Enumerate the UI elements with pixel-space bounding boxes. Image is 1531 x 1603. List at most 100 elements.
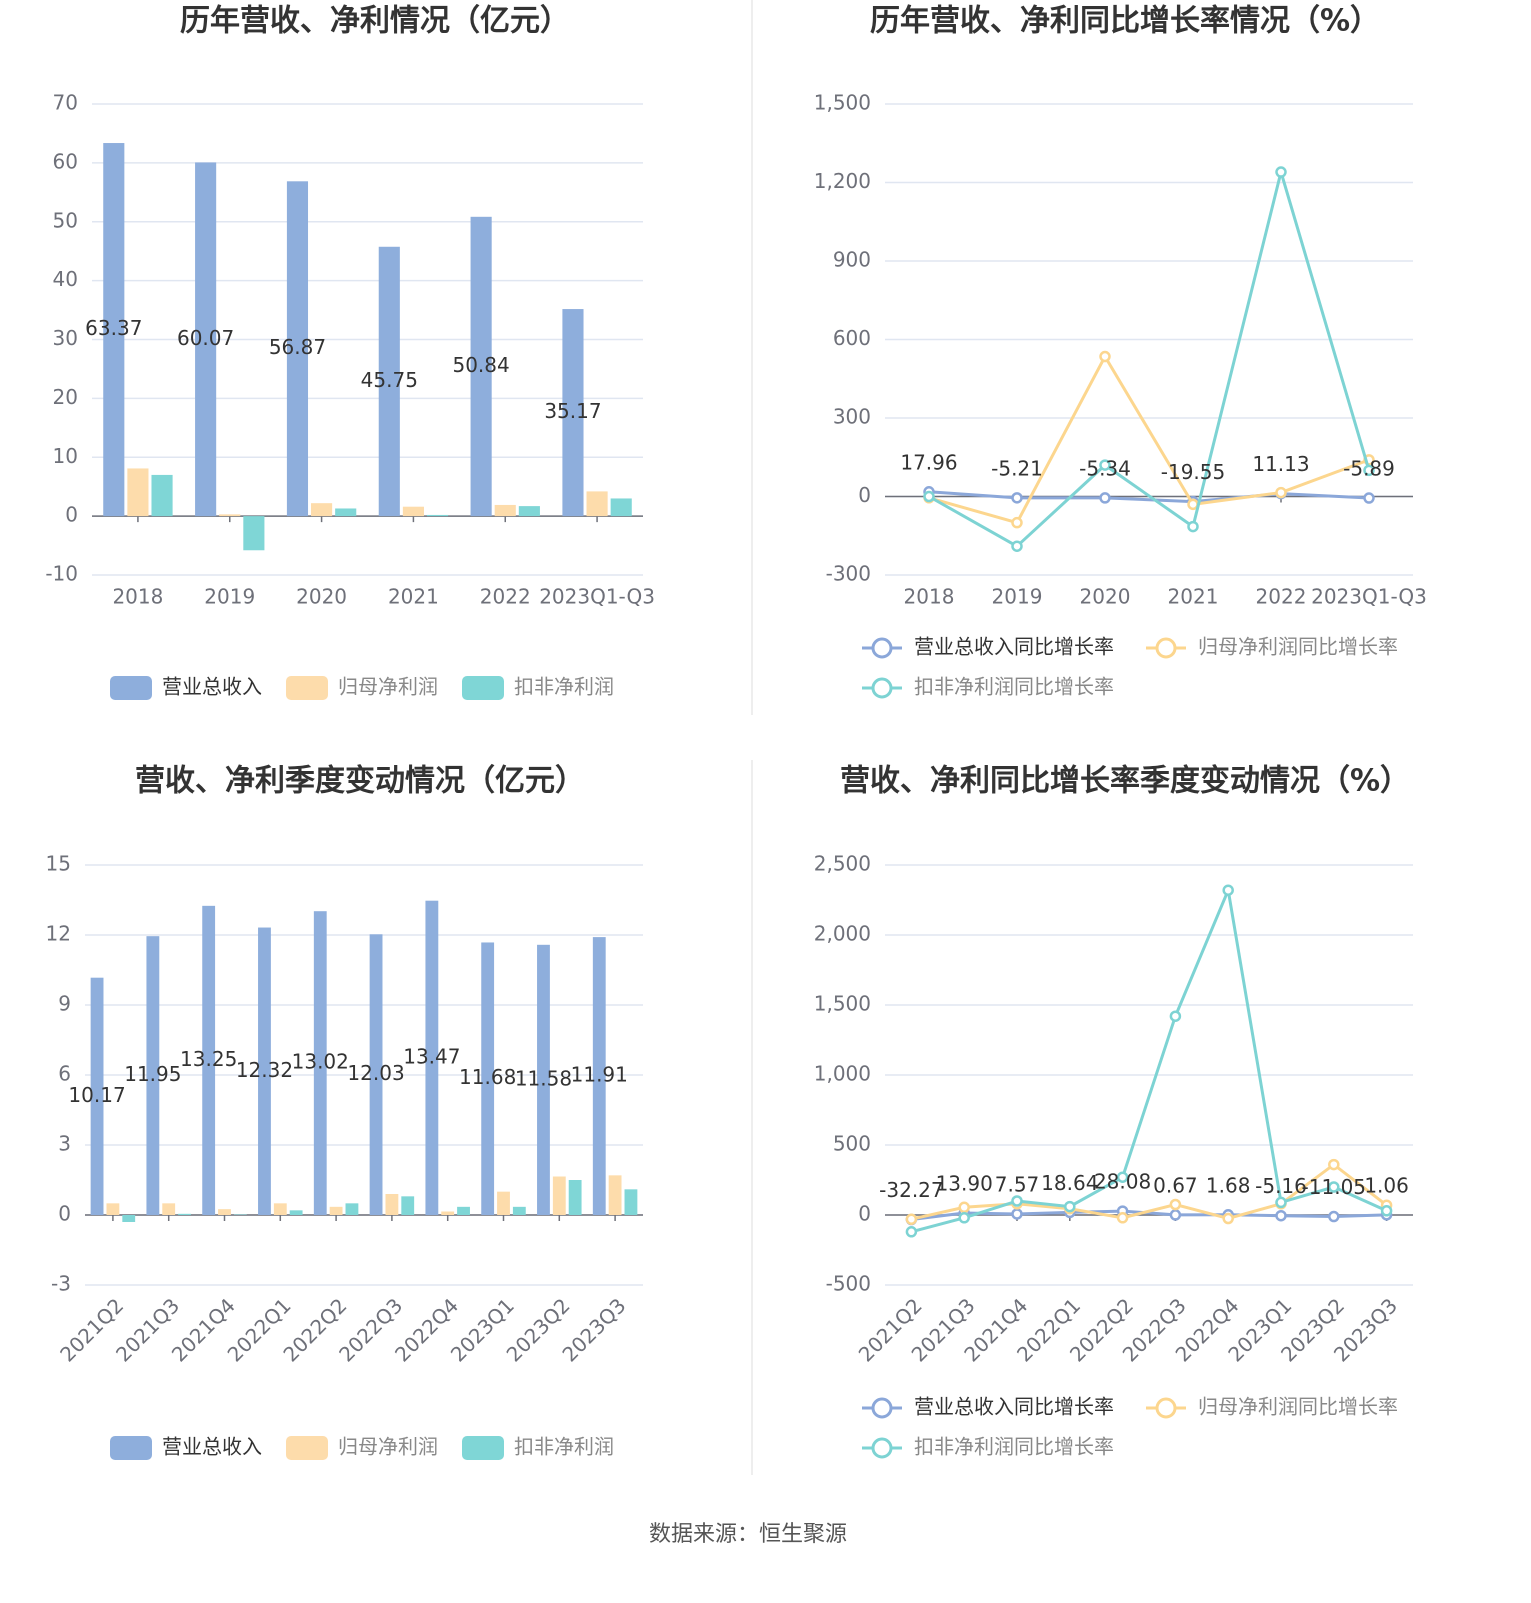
data-label: 18.64 xyxy=(1041,1171,1098,1195)
point xyxy=(1275,1196,1287,1209)
data-label: -5.34 xyxy=(1079,456,1131,480)
y-tick-label: 600 xyxy=(833,326,871,350)
data-label: 35.17 xyxy=(544,399,601,423)
data-label: 13.90 xyxy=(936,1172,993,1196)
point xyxy=(1275,486,1287,499)
point xyxy=(1011,516,1023,529)
point xyxy=(1328,1181,1340,1193)
bar xyxy=(481,942,495,1215)
series-line xyxy=(911,1209,1387,1222)
bar xyxy=(426,514,449,517)
point xyxy=(1099,492,1111,504)
data-label: 13.47 xyxy=(403,1044,460,1068)
legend-label: 归母净利润同比增长率 xyxy=(1198,1395,1398,1419)
data-label: 10.17 xyxy=(68,1083,125,1107)
legend-swatch xyxy=(871,637,893,659)
legend-label: 扣非净利润 xyxy=(514,1435,614,1459)
bar xyxy=(178,1213,191,1215)
legend-label: 扣非净利润同比增长率 xyxy=(914,675,1114,699)
data-label: 1.06 xyxy=(1364,1173,1409,1197)
data-label: 11.58 xyxy=(515,1066,572,1090)
legend-swatch xyxy=(110,1436,152,1460)
point xyxy=(958,1212,970,1224)
data-label: -5.89 xyxy=(1343,457,1395,481)
bar xyxy=(457,1206,470,1215)
y-tick-label: 10 xyxy=(53,444,78,468)
y-tick-label: 0 xyxy=(58,1202,71,1226)
point xyxy=(1328,1210,1340,1223)
bar xyxy=(608,1175,622,1215)
data-label: 13.25 xyxy=(180,1047,237,1071)
data-label: 11.95 xyxy=(124,1062,181,1086)
point xyxy=(1011,1195,1023,1207)
y-tick-label: 1,500 xyxy=(814,992,871,1016)
point xyxy=(1275,166,1287,178)
legend-label: 归母净利润同比增长率 xyxy=(1198,635,1398,659)
point xyxy=(905,1213,918,1225)
bar xyxy=(106,1203,120,1215)
y-tick-label: 20 xyxy=(53,385,78,409)
y-tick-label: 0 xyxy=(858,483,871,507)
point xyxy=(1275,1209,1287,1222)
bar xyxy=(512,1206,526,1215)
data-label: 17.96 xyxy=(900,450,957,474)
bar xyxy=(273,1203,287,1215)
bar xyxy=(103,143,125,517)
bar xyxy=(518,506,540,517)
legend-label: 营业总收入同比增长率 xyxy=(914,635,1114,659)
y-tick-label: 0 xyxy=(858,1202,871,1226)
bar xyxy=(537,944,550,1215)
point xyxy=(1099,350,1111,363)
point xyxy=(1380,1205,1393,1217)
point xyxy=(923,490,935,503)
bar xyxy=(345,1203,359,1215)
bar xyxy=(592,937,606,1215)
point xyxy=(1099,459,1111,471)
y-tick-label: 30 xyxy=(53,326,78,350)
point xyxy=(1169,1209,1182,1221)
legend-label: 扣非净利润 xyxy=(514,675,614,699)
point xyxy=(1011,1208,1023,1220)
bar xyxy=(218,1209,231,1215)
data-label: 7.57 xyxy=(995,1172,1040,1196)
x-tick-label: 2023Q1-Q3 xyxy=(1311,585,1427,609)
x-tick-label: 2021 xyxy=(1168,585,1219,609)
bar xyxy=(385,1194,399,1215)
data-label: 28.08 xyxy=(1094,1170,1151,1194)
point xyxy=(1222,1212,1234,1225)
bar xyxy=(146,936,160,1215)
data-label: 11.68 xyxy=(459,1065,516,1089)
series-line xyxy=(928,166,1371,549)
bar xyxy=(494,504,516,517)
data-label: 60.07 xyxy=(177,326,234,350)
bar xyxy=(470,216,492,517)
legend-label: 归母净利润 xyxy=(338,675,438,699)
y-tick-label: 60 xyxy=(53,149,78,173)
data-label: 45.75 xyxy=(361,368,418,392)
data-label: 11.91 xyxy=(571,1063,628,1087)
bar xyxy=(243,516,265,551)
x-tick-label: 2018 xyxy=(904,585,955,609)
bar xyxy=(402,506,424,517)
point xyxy=(1116,1212,1129,1224)
y-tick-label: -3 xyxy=(51,1272,71,1296)
y-tick-label: 40 xyxy=(53,267,78,291)
y-tick-label: 15 xyxy=(46,852,71,876)
data-label: 56.87 xyxy=(269,335,326,359)
data-label: 0.67 xyxy=(1153,1173,1198,1197)
bar xyxy=(401,1196,415,1215)
data-label: 12.32 xyxy=(236,1058,293,1082)
bar xyxy=(378,246,400,517)
data-label: 1.68 xyxy=(1206,1173,1251,1197)
point xyxy=(1363,492,1375,504)
chart-title: 营收、净利同比增长率季度变动情况（%） xyxy=(840,764,1410,799)
bar xyxy=(552,1176,566,1215)
point xyxy=(1187,498,1199,511)
data-label: 63.37 xyxy=(85,316,142,340)
point xyxy=(1011,492,1023,504)
legend-swatch xyxy=(871,677,893,699)
legend-swatch xyxy=(462,676,504,700)
y-tick-label: 1,000 xyxy=(814,1062,871,1086)
